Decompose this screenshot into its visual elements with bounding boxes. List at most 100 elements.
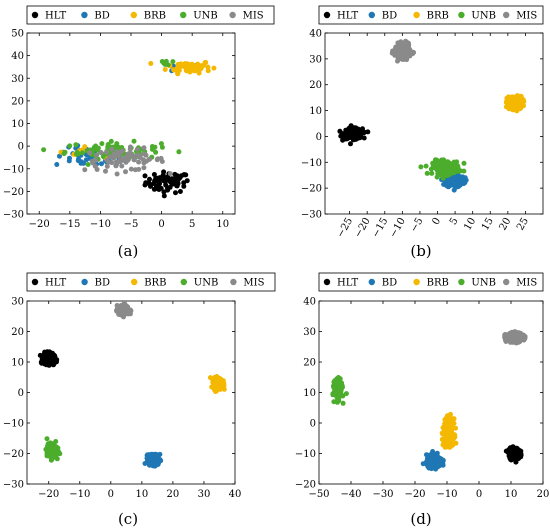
point-mis bbox=[109, 160, 115, 166]
point-mis bbox=[119, 163, 125, 169]
point-mis bbox=[118, 157, 123, 163]
point-brb bbox=[175, 71, 181, 77]
point-hlt bbox=[156, 175, 162, 181]
panel-a: HLT BD BRB UNB MIS −20 −15 −10 −5 0 5 10 −30 −20 −10 0… bbox=[3, 5, 275, 260]
point-hlt bbox=[348, 141, 353, 147]
panel-c: HLT BD BRB UNB MIS −20 −10 0 10 20 30 40 −30 −20 −10 0… bbox=[3, 272, 276, 528]
point-bd bbox=[428, 457, 434, 463]
point-mis bbox=[128, 308, 134, 314]
point-unb bbox=[335, 375, 341, 380]
x-tick-label: −15 bbox=[370, 216, 390, 240]
point-mis bbox=[398, 51, 404, 57]
y-tick-label: 10 bbox=[11, 358, 24, 369]
point-unb bbox=[100, 153, 106, 159]
y-tick-label: −10 bbox=[295, 449, 316, 460]
legend-label-bd: BD bbox=[382, 278, 397, 289]
point-brb bbox=[195, 63, 201, 69]
points bbox=[337, 38, 527, 193]
point-hlt bbox=[173, 190, 178, 196]
point-unb bbox=[418, 164, 424, 170]
legend-label-unb: UNB bbox=[471, 11, 496, 22]
y-tick-label: 30 bbox=[309, 54, 322, 65]
legend-label-mis: MIS bbox=[243, 278, 264, 289]
point-unb bbox=[170, 59, 176, 65]
point-brb bbox=[505, 96, 511, 102]
y-tick-label: 40 bbox=[309, 29, 322, 40]
point-mis bbox=[506, 334, 512, 340]
point-brb bbox=[205, 68, 211, 74]
point-mis bbox=[516, 330, 521, 336]
point-unb bbox=[423, 163, 429, 169]
point-hlt bbox=[361, 130, 367, 136]
point-hlt bbox=[177, 189, 183, 194]
point-hlt bbox=[161, 193, 167, 199]
point-mis bbox=[147, 156, 153, 162]
point-bd bbox=[99, 161, 104, 167]
y-tick-label: 10 bbox=[11, 119, 24, 130]
x-tick-label: −15 bbox=[59, 219, 80, 230]
legend-d: HLT BD BRB UNB MIS bbox=[318, 272, 544, 292]
point-mis bbox=[158, 155, 164, 161]
y-tick-label: 0 bbox=[316, 132, 322, 143]
point-unb bbox=[80, 150, 85, 156]
point-brb bbox=[450, 425, 456, 431]
point-hlt bbox=[47, 359, 53, 364]
y-tick-label: 20 bbox=[11, 327, 24, 338]
legend-marker-unb bbox=[180, 11, 187, 19]
point-unb bbox=[336, 383, 342, 389]
point-brb bbox=[514, 108, 520, 114]
x-tick-label: 30 bbox=[198, 489, 211, 500]
point-mis bbox=[394, 48, 400, 54]
point-mis bbox=[123, 306, 129, 312]
point-mis bbox=[125, 157, 131, 163]
point-unb bbox=[52, 445, 58, 451]
y-tick-label: 30 bbox=[303, 327, 316, 338]
point-bd bbox=[76, 156, 81, 162]
x-tick-label: 10 bbox=[462, 216, 478, 233]
x-tick-label: 0 bbox=[158, 219, 164, 230]
point-hlt bbox=[351, 127, 357, 133]
caption-d: (d) bbox=[410, 510, 431, 528]
point-bd bbox=[457, 181, 463, 187]
point-hlt bbox=[40, 359, 46, 365]
point-mis bbox=[398, 55, 404, 61]
point-brb bbox=[213, 389, 219, 395]
point-brb bbox=[516, 95, 522, 101]
point-hlt bbox=[161, 169, 167, 175]
point-brb bbox=[179, 63, 185, 69]
y-tick-label: 0 bbox=[310, 419, 316, 430]
point-hlt bbox=[181, 183, 187, 189]
caption-a: (a) bbox=[118, 242, 139, 260]
point-mis bbox=[82, 167, 88, 173]
legend-label-mis: MIS bbox=[243, 11, 264, 22]
point-unb bbox=[52, 452, 58, 457]
point-mis bbox=[125, 151, 131, 157]
legend-label-bd: BD bbox=[95, 278, 110, 289]
point-mis bbox=[411, 50, 417, 55]
point-unb bbox=[461, 168, 467, 174]
point-mis bbox=[114, 149, 120, 155]
panel-b: HLT BD BRB UNB MIS −25−20−15−10 −5 0 5 10 15 20 25−… bbox=[301, 5, 544, 260]
point-unb bbox=[67, 143, 73, 149]
x-tick-label: −10 bbox=[69, 489, 90, 500]
y-tick-label: 10 bbox=[309, 106, 322, 117]
plot-b: −25−20−15−10 −5 0 5 10 15 20 25−30−20−100102030… bbox=[301, 29, 544, 240]
point-unb bbox=[336, 398, 342, 404]
x-tick-label: 20 bbox=[167, 489, 180, 500]
point-mis bbox=[141, 145, 147, 151]
y-tick-label: −20 bbox=[301, 184, 322, 195]
point-hlt bbox=[184, 178, 190, 184]
point-hlt bbox=[349, 134, 355, 139]
y-tick-label: 20 bbox=[309, 80, 322, 91]
x-tick-label: 15 bbox=[480, 216, 496, 233]
point-mis bbox=[136, 159, 142, 165]
point-hlt bbox=[175, 181, 181, 186]
point-hlt bbox=[508, 447, 514, 453]
x-tick-label: −50 bbox=[308, 489, 329, 500]
point-brb bbox=[202, 60, 208, 65]
point-hlt bbox=[181, 172, 187, 178]
point-bd bbox=[73, 145, 79, 151]
points bbox=[37, 301, 227, 469]
point-unb bbox=[444, 163, 449, 169]
axes-frame bbox=[324, 32, 544, 215]
